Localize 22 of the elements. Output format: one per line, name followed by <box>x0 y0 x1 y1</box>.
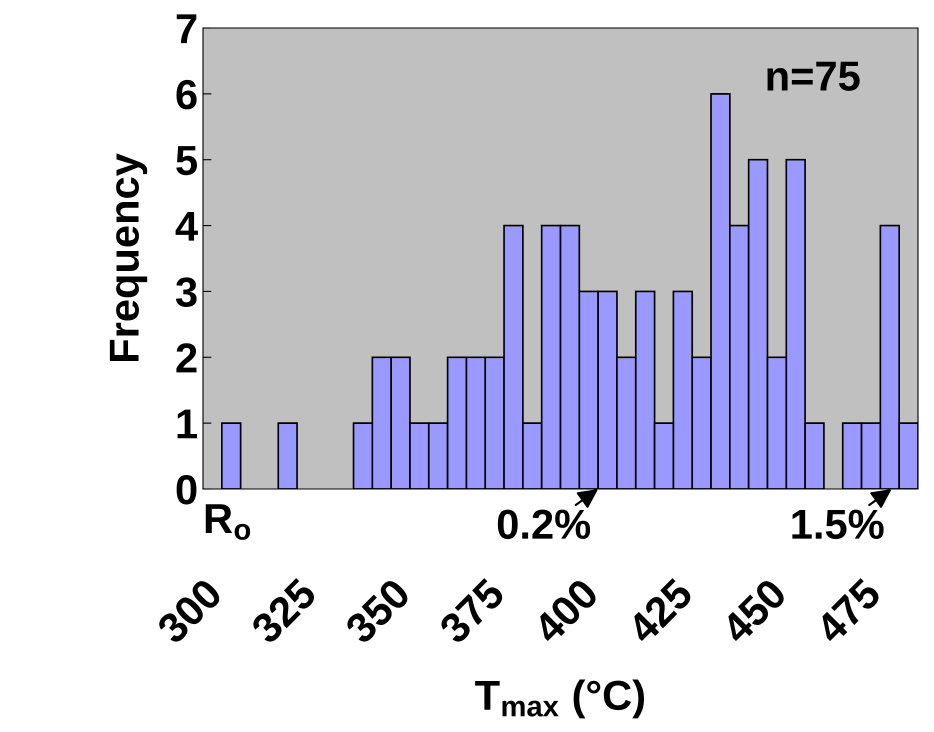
y-tick-label: 2 <box>176 343 196 372</box>
annotation: 0.2% <box>498 510 590 540</box>
y-tick-label: 0 <box>176 475 196 505</box>
annotation: n=75 <box>767 62 860 91</box>
y-axis-title: Frequency <box>110 153 148 362</box>
x-tick-label: 475 <box>814 577 882 646</box>
y-tick-label: 6 <box>176 80 197 110</box>
x-tick-label: 300 <box>155 577 224 646</box>
y-tick-label: 5 <box>176 146 197 176</box>
y-tick-label: 4 <box>176 212 198 241</box>
y-tick-label: 3 <box>176 277 197 307</box>
x-tick-label: 375 <box>438 576 506 646</box>
x-tick-label: 425 <box>625 576 694 646</box>
annotation: 1.5% <box>792 510 884 540</box>
x-tick-label: 325 <box>249 576 318 646</box>
x-axis-title: T$_{max}$ (°C) <box>475 680 644 718</box>
x-tick-label: 400 <box>531 577 600 646</box>
x-tick-label: 450 <box>720 577 788 646</box>
y-tick-label: 1 <box>178 410 197 438</box>
x-tick-label: 350 <box>343 577 412 646</box>
y-tick-label: 7 <box>176 14 196 44</box>
text: R$_{o}$ <box>206 504 250 540</box>
